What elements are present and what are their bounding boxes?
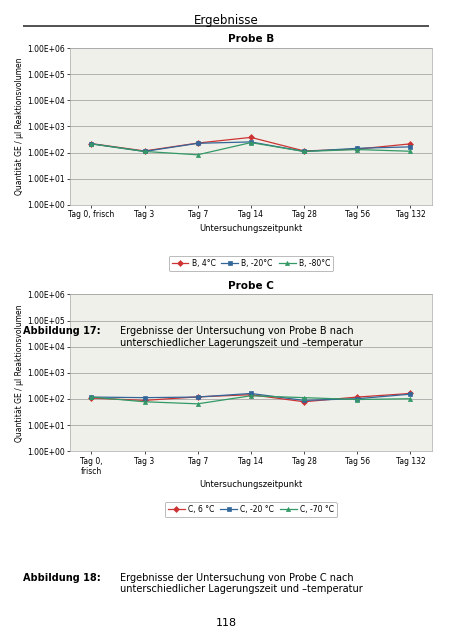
X-axis label: Untersuchungszeitpunkt: Untersuchungszeitpunkt — [199, 481, 302, 490]
C, 6 °C — [88, 394, 94, 402]
C, -70 °C — [407, 395, 412, 403]
C, -20 °C — [194, 393, 200, 401]
B, -80°C — [142, 148, 147, 156]
C, -70 °C — [88, 393, 94, 401]
B, -80°C — [194, 151, 200, 159]
Text: Ergebnisse der Untersuchung von Probe B nach
unterschiedlicher Lagerungszeit und: Ergebnisse der Untersuchung von Probe B … — [120, 326, 362, 348]
Text: 118: 118 — [215, 618, 236, 628]
B, -80°C — [407, 147, 412, 155]
C, -70 °C — [194, 400, 200, 408]
Line: C, -20 °C: C, -20 °C — [89, 392, 412, 403]
B, -80°C — [354, 146, 359, 154]
B, 4°C — [194, 140, 200, 147]
Text: Ergebnisse der Untersuchung von Probe C nach
unterschiedlicher Lagerungszeit und: Ergebnisse der Untersuchung von Probe C … — [120, 573, 362, 595]
Line: C, -70 °C: C, -70 °C — [89, 394, 412, 406]
C, 6 °C — [407, 390, 412, 397]
B, 4°C — [88, 140, 94, 147]
Line: B, -20°C: B, -20°C — [89, 140, 412, 154]
B, 4°C — [354, 145, 359, 153]
B, -20°C — [248, 138, 253, 146]
C, -70 °C — [142, 398, 147, 406]
X-axis label: Untersuchungszeitpunkt: Untersuchungszeitpunkt — [199, 223, 302, 232]
B, -20°C — [354, 145, 359, 152]
C, -70 °C — [248, 392, 253, 399]
C, -20 °C — [142, 394, 147, 401]
B, 4°C — [142, 147, 147, 155]
Text: Ergebnisse: Ergebnisse — [193, 14, 258, 27]
C, 6 °C — [301, 398, 306, 406]
C, 6 °C — [248, 391, 253, 399]
B, 4°C — [407, 140, 412, 148]
Legend: C, 6 °C, C, -20 °C, C, -70 °C: C, 6 °C, C, -20 °C, C, -70 °C — [165, 502, 336, 517]
B, 4°C — [248, 134, 253, 141]
B, -80°C — [301, 148, 306, 156]
Text: Abbildung 17:: Abbildung 17: — [23, 326, 100, 337]
Line: C, 6 °C: C, 6 °C — [89, 392, 412, 404]
B, -80°C — [248, 139, 253, 147]
C, -20 °C — [301, 397, 306, 404]
B, -20°C — [301, 148, 306, 156]
Y-axis label: Quantität GE / µl Reaktionsvolumen: Quantität GE / µl Reaktionsvolumen — [15, 304, 24, 442]
B, -80°C — [88, 140, 94, 148]
C, 6 °C — [354, 393, 359, 401]
Legend: B, 4°C, B, -20°C, B, -80°C: B, 4°C, B, -20°C, B, -80°C — [168, 255, 332, 271]
B, -20°C — [407, 143, 412, 150]
C, 6 °C — [142, 397, 147, 404]
Y-axis label: Quantität GE / µl Reaktionsvolumen: Quantität GE / µl Reaktionsvolumen — [15, 58, 24, 195]
C, -70 °C — [354, 396, 359, 403]
Line: B, -80°C: B, -80°C — [89, 141, 412, 157]
C, -70 °C — [301, 394, 306, 401]
C, -20 °C — [354, 395, 359, 403]
Title: Probe B: Probe B — [227, 35, 273, 44]
B, -20°C — [142, 148, 147, 156]
Text: Abbildung 18:: Abbildung 18: — [23, 573, 100, 583]
C, -20 °C — [88, 393, 94, 401]
B, 4°C — [301, 147, 306, 155]
B, -20°C — [194, 140, 200, 147]
C, 6 °C — [194, 393, 200, 401]
Line: B, 4°C: B, 4°C — [89, 135, 412, 153]
C, -20 °C — [248, 390, 253, 397]
Title: Probe C: Probe C — [227, 281, 273, 291]
C, -20 °C — [407, 390, 412, 398]
B, -20°C — [88, 140, 94, 148]
